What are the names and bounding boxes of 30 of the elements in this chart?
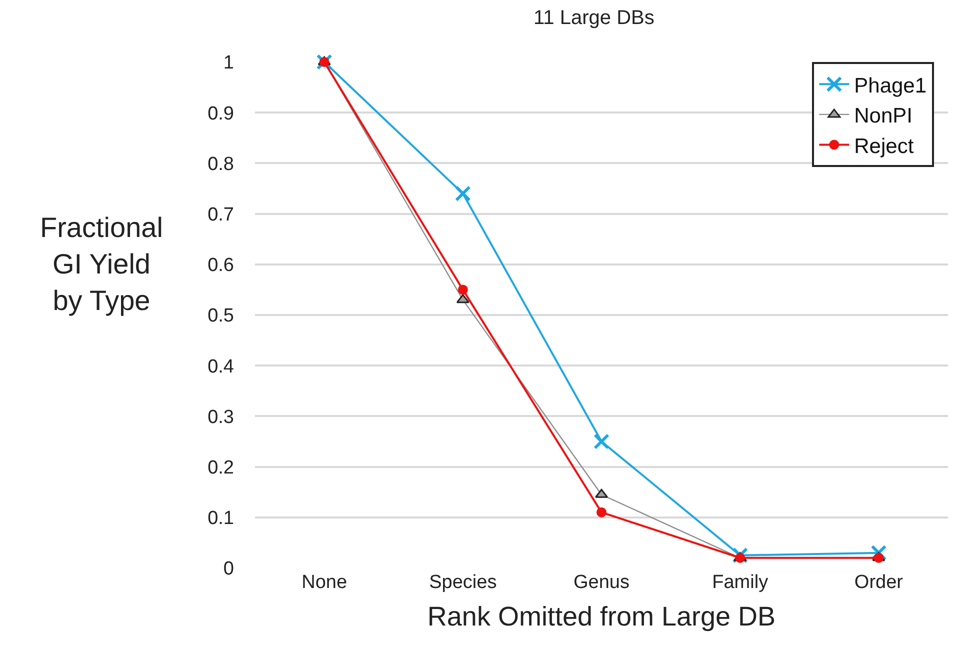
y-tick-label: 0.9 (208, 103, 234, 124)
x-tick-label: Species (429, 572, 497, 593)
point (596, 507, 606, 518)
y-tick-label: 0.8 (208, 154, 234, 175)
point (316, 54, 332, 70)
x-tick-label: Order (854, 572, 904, 593)
x-tick-label: Genus (574, 572, 630, 593)
legend-label: NonPI (854, 104, 913, 128)
y-tick-label: 0 (223, 558, 234, 580)
point (870, 544, 887, 561)
legend-label: Phage1 (854, 74, 927, 98)
x-tick-label: None (302, 572, 348, 593)
chart-title: 11 Large DBs (534, 7, 654, 30)
y-tick-label: 0.6 (208, 255, 234, 276)
point (458, 284, 468, 295)
point (594, 434, 610, 450)
y-tick-label: 0.4 (208, 356, 234, 378)
legend-label: Reject (854, 134, 914, 158)
y-axis-title: Fractional GI Yield by Type (40, 212, 163, 316)
y-tick-label: 0.5 (208, 306, 234, 327)
x-tick-label: Family (712, 572, 769, 593)
x-axis-title: Rank Omitted from Large DB (427, 601, 776, 632)
point (454, 186, 471, 202)
y-tick-label: 0.3 (208, 406, 234, 428)
point (732, 547, 748, 564)
point (456, 294, 470, 304)
y-tick-label: 1 (223, 52, 234, 74)
y-tick-label: 0.7 (208, 204, 234, 226)
y-tick-label: 0.1 (208, 508, 234, 530)
y-tick-label: 0.2 (208, 457, 234, 478)
